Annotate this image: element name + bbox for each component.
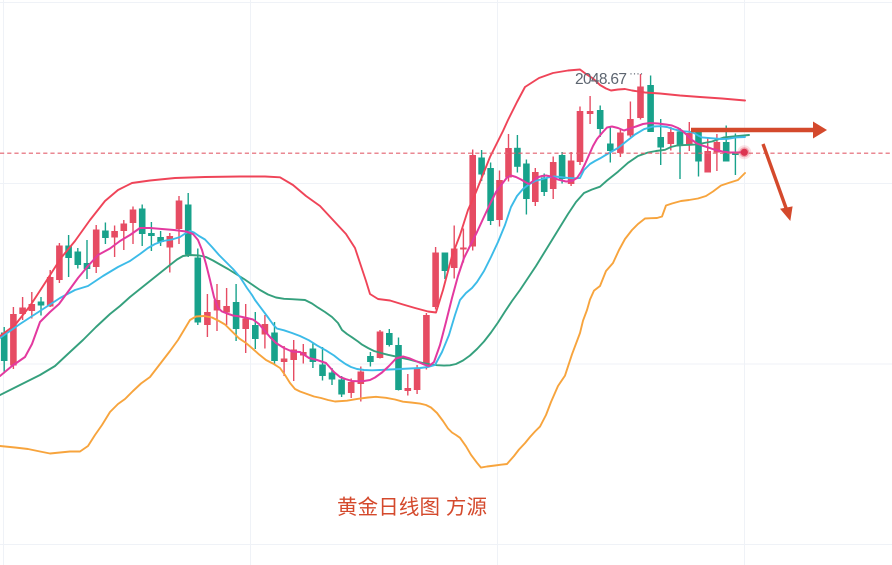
svg-text:2048.67: 2048.67	[575, 71, 627, 88]
svg-text:黄金日线图 方源: 黄金日线图 方源	[337, 496, 487, 519]
svg-text:····: ····	[629, 66, 643, 80]
